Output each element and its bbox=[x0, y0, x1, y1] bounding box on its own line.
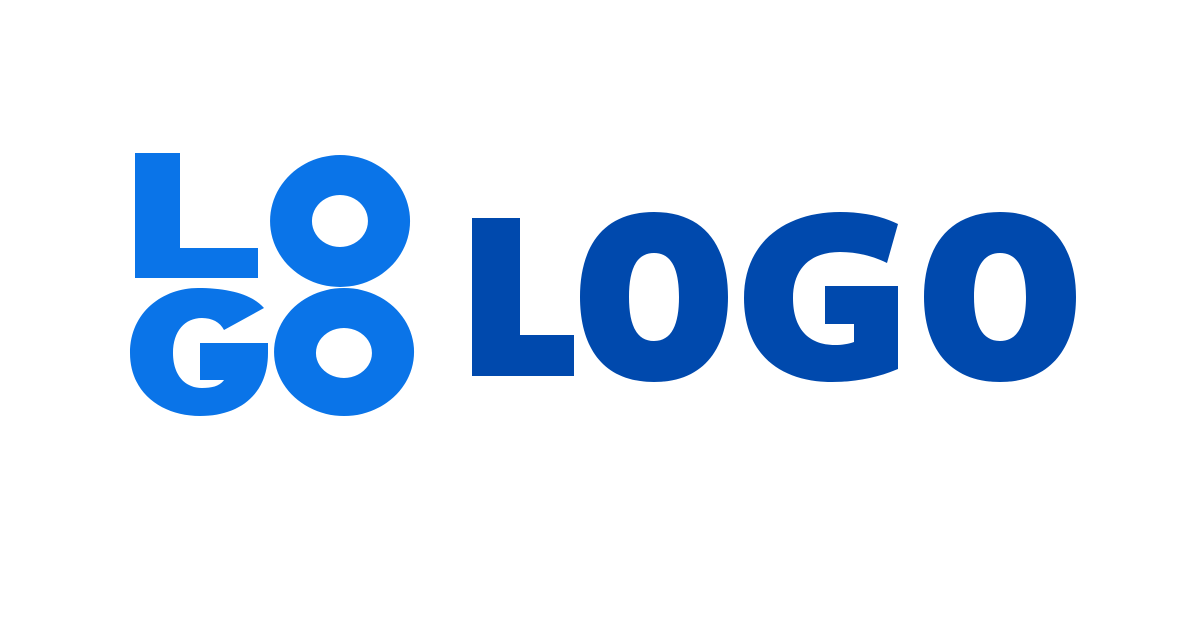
wordmark-letter-o-2 bbox=[924, 212, 1076, 382]
logo-mark-letter-g bbox=[130, 288, 268, 416]
logo-mark-letter-o-bottom bbox=[274, 288, 415, 416]
logo-mark-letter-o-top bbox=[270, 155, 411, 287]
wordmark-letter-g bbox=[744, 212, 898, 382]
wordmark-letter-o-1 bbox=[580, 212, 728, 382]
wordmark-letter-l bbox=[472, 218, 574, 376]
wordmark-logo bbox=[472, 212, 1076, 382]
logo-mark-letter-l bbox=[135, 153, 258, 278]
logo-mark-icon bbox=[130, 153, 415, 416]
